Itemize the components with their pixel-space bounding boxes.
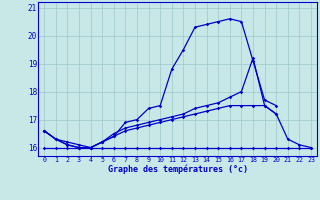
X-axis label: Graphe des températures (°c): Graphe des températures (°c)	[108, 165, 248, 174]
